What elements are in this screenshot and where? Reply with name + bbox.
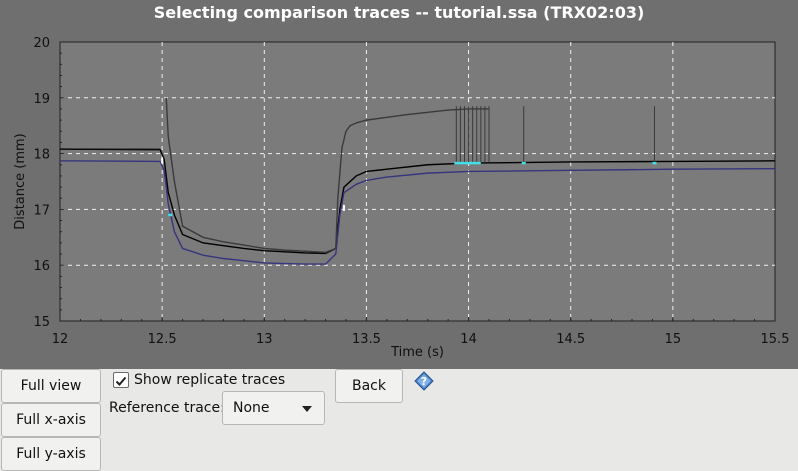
back-button[interactable]: Back (335, 369, 403, 403)
x-tick-label: 14 (460, 332, 477, 347)
y-tick-label: 17 (33, 203, 50, 218)
chevron-down-icon (302, 406, 312, 412)
full-view-button[interactable]: Full view (1, 369, 101, 403)
cursor-marker (161, 157, 164, 164)
help-icon[interactable]: ? (414, 371, 434, 391)
plot-background (59, 41, 776, 322)
y-tick-label: 18 (33, 148, 50, 163)
x-axis-label: Time (s) (390, 345, 444, 360)
y-tick-label: 16 (33, 259, 50, 274)
reference-trace-value: None (233, 400, 270, 416)
chart-title: Selecting comparison traces -- tutorial.… (154, 3, 645, 22)
y-axis-label: Distance (mm) (13, 133, 28, 229)
svg-text:?: ? (421, 375, 427, 388)
trace-line-replicate (59, 160, 776, 265)
show-replicate-checkbox[interactable] (113, 372, 129, 388)
y-tick-label: 15 (33, 315, 50, 330)
x-tick-label: 15 (665, 332, 682, 347)
y-tick-label: 19 (33, 92, 50, 107)
show-replicate-label[interactable]: Show replicate traces (134, 372, 286, 388)
cursor-marker (342, 204, 345, 211)
x-tick-label: 14.5 (556, 332, 585, 347)
comparison-traces-chart[interactable]: Selecting comparison traces -- tutorial.… (0, 0, 798, 369)
trace-line-comparison (165, 97, 489, 254)
x-tick-label: 12.5 (148, 332, 177, 347)
reference-trace-label: Reference trace: (109, 400, 225, 416)
checkmark-icon (115, 376, 127, 386)
x-tick-label: 13 (256, 332, 273, 347)
x-tick-label: 15.5 (761, 332, 790, 347)
full-y-axis-button[interactable]: Full y-axis (1, 437, 101, 471)
x-tick-label: 13.5 (352, 332, 381, 347)
reference-trace-select[interactable]: None (222, 391, 325, 425)
x-tick-label: 12 (52, 332, 69, 347)
chart-panel: Selecting comparison traces -- tutorial.… (0, 0, 798, 369)
trace-line-reference (59, 148, 776, 255)
y-tick-label: 20 (33, 36, 50, 51)
full-x-axis-button[interactable]: Full x-axis (1, 403, 101, 437)
